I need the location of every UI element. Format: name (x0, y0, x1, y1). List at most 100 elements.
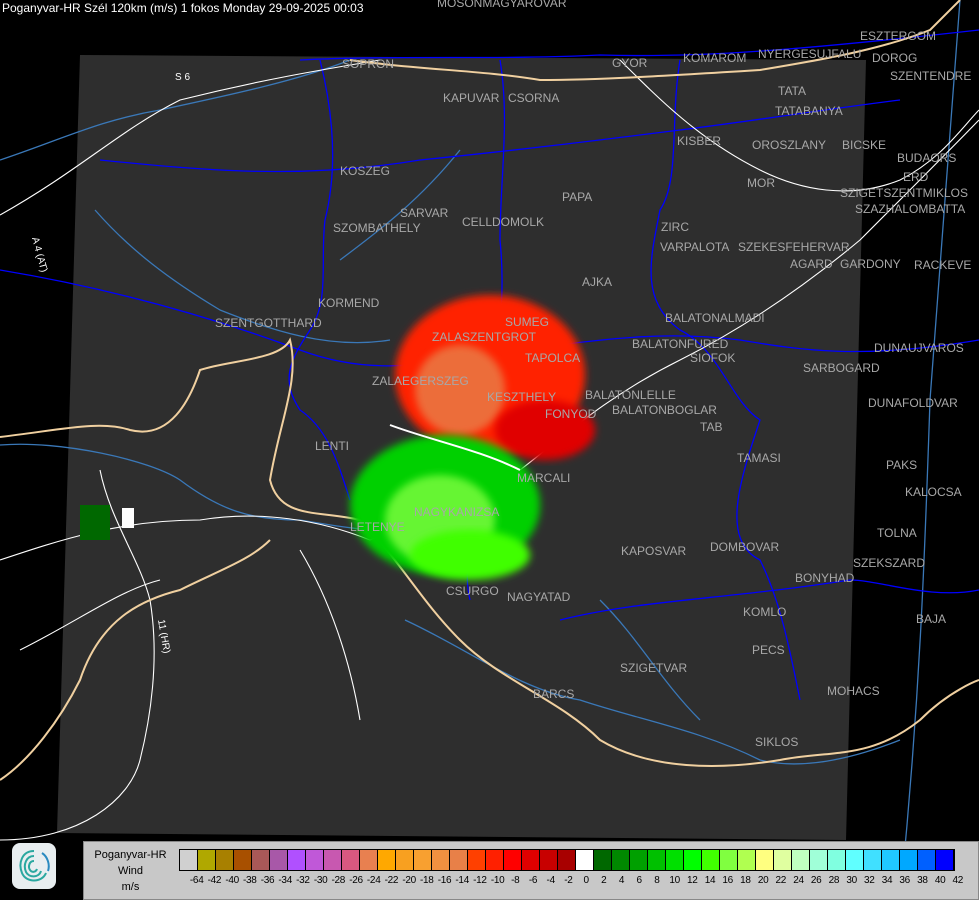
legend-tick-label: 16 (722, 875, 733, 886)
city-label: SZEKSZARD (853, 556, 926, 570)
legend-cell (774, 850, 792, 870)
city-label: BALATONALMADI (665, 311, 765, 325)
city-label: AGARD (790, 257, 833, 271)
legend-cell (306, 850, 324, 870)
legend-tick-label: -24 (366, 875, 381, 886)
city-label: NYERGESUJFALU (758, 47, 862, 61)
city-label: GARDONY (840, 257, 901, 271)
legend-unit: m/s (121, 881, 140, 893)
legend-cell (198, 850, 216, 870)
legend-tick-label: 34 (881, 875, 893, 886)
legend-tick-label: 32 (864, 875, 875, 886)
legend-cell (792, 850, 810, 870)
radar-echoes (80, 295, 595, 580)
legend-radar-name: Poganyvar-HR (94, 849, 167, 861)
legend-tick-label: -42 (207, 875, 222, 886)
legend-cell (684, 850, 702, 870)
echo-receding-wind-south (410, 530, 530, 580)
legend-tick-label: -26 (349, 875, 363, 886)
legend-tick-label: -18 (420, 875, 434, 886)
city-label: SZENTENDRE (890, 69, 972, 83)
city-label: KOSZEG (340, 164, 391, 178)
legend-tick-label: 6 (636, 875, 643, 886)
city-label: SOPRON (342, 57, 395, 71)
legend-cell (882, 850, 900, 870)
legend-cell (342, 850, 360, 870)
legend-tick-label: -6 (528, 875, 538, 886)
legend-tick-label: -12 (473, 875, 487, 886)
road-label: S 6 (175, 72, 190, 83)
city-label: BARCS (533, 687, 575, 701)
legend-tick-label: 40 (934, 875, 946, 886)
city-label: DUNAFOLDVAR (868, 396, 958, 410)
legend-cell (612, 850, 630, 870)
legend-tick-label: 10 (669, 875, 680, 886)
legend-tick-label: 8 (654, 875, 660, 886)
legend-cell (288, 850, 306, 870)
legend-cell (396, 850, 414, 870)
city-label: KOMLO (743, 605, 787, 619)
city-label: MOR (747, 176, 775, 190)
legend-tick-label: 36 (899, 875, 910, 886)
city-label: BUDAORS (897, 151, 957, 165)
legend-cell (468, 850, 486, 870)
legend-tick-label: 2 (601, 875, 607, 886)
legend-cell (810, 850, 828, 870)
road-label: A 4 (AT) (29, 236, 49, 274)
city-label: DOROG (872, 51, 918, 65)
city-label: TATABANYA (775, 104, 843, 118)
city-label: SUMEG (505, 315, 550, 329)
city-label: MARCALI (517, 471, 571, 485)
city-label: LETENYE (350, 520, 405, 534)
legend-tick-label: 0 (583, 875, 589, 886)
legend-cell (576, 850, 594, 870)
city-label: SZAZHALOMBATTA (855, 202, 966, 216)
logo (12, 843, 56, 889)
city-label: ZIRC (661, 220, 689, 234)
city-label: VARPALOTA (660, 240, 730, 254)
echo-approaching-wind-core (415, 345, 505, 435)
legend-quantity: Wind (117, 865, 144, 877)
legend-tick-label: -4 (546, 875, 556, 886)
city-label: MOSONMAGYAROVAR (437, 0, 567, 10)
city-label: SIKLOS (755, 735, 799, 749)
legend-cell (756, 850, 774, 870)
echo-approaching-wind-tail (495, 400, 595, 460)
legend-tick-label: 28 (828, 875, 840, 886)
legend-tick-label: 24 (793, 875, 804, 886)
legend-tick-label: -8 (511, 875, 520, 886)
legend-tick-label: -36 (260, 875, 275, 886)
legend-ticks: -64 -42 -40 -38 -36 -34 -32 -30 -28 -26 -24 -22 -20-… (179, 875, 969, 889)
city-label: AJKA (582, 275, 613, 289)
legend-cell (414, 850, 432, 870)
color-legend: Poganyvar-HR Wind m/s -64 -42 -40 -38 -36 -34… (83, 841, 979, 900)
legend-tick-label: -34 (278, 875, 292, 886)
city-label: TAB (700, 420, 723, 434)
legend-cell (540, 850, 558, 870)
city-label: CELLDOMOLK (462, 215, 545, 229)
legend-cell (252, 850, 270, 870)
legend-tick-label: -10 (490, 875, 505, 886)
legend-tick-label: -22 (384, 875, 399, 886)
city-label: KAPUVAR (443, 91, 500, 105)
city-label: SZENTGOTTHARD (215, 316, 322, 330)
legend-tick-label: -64 (189, 875, 204, 886)
legend-cell (324, 850, 342, 870)
city-label: BALATONBOGLAR (612, 403, 717, 417)
legend-tick-label: -40 (225, 875, 239, 886)
legend-cell (216, 850, 234, 870)
legend-tick-label: 12 (687, 875, 698, 886)
city-label: NAGYKANIZSA (414, 505, 500, 519)
legend-cell (594, 850, 612, 870)
city-label: DOMBOVAR (710, 540, 780, 554)
legend-title: Poganyvar-HR Wind m/s (84, 847, 177, 895)
city-label: CSORNA (508, 91, 560, 105)
legend-cell (702, 850, 720, 870)
city-label: KISBER (677, 134, 722, 148)
city-label: TOLNA (877, 526, 917, 540)
legend-cell (234, 850, 252, 870)
city-label: SARVAR (400, 206, 449, 220)
legend-cell (846, 850, 864, 870)
city-label: PAKS (886, 458, 918, 472)
